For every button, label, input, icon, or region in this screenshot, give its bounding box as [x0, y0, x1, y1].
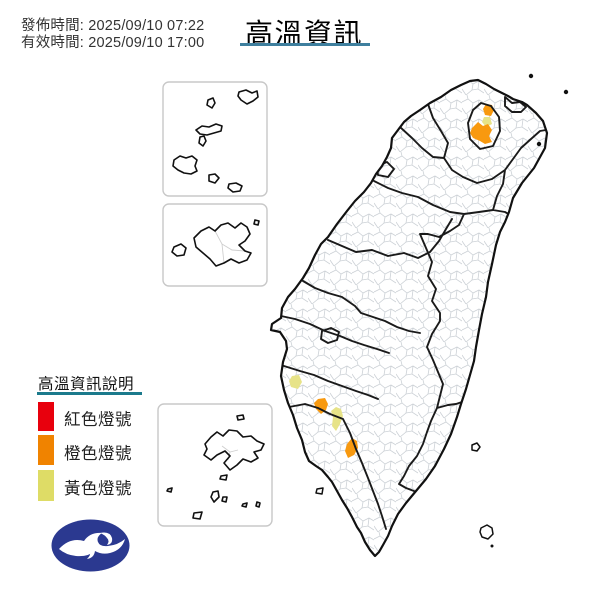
- alert-patch-yellow-southwest-mid: [331, 407, 343, 431]
- cwa-logo: [51, 519, 130, 572]
- valid-time-text: 有效時間: 2025/09/10 17:00: [21, 35, 205, 51]
- township-grid: [271, 80, 547, 556]
- islet-pengjia: [528, 73, 534, 79]
- inset-box-penghu: [157, 403, 273, 527]
- legend-label-red: 紅色燈號: [64, 411, 132, 429]
- islet-northeast: [563, 89, 569, 95]
- legend-title: 高溫資訊說明: [38, 376, 135, 393]
- title-underline: [240, 43, 370, 46]
- legend-underline: [37, 392, 142, 395]
- islet-guishan: [536, 141, 542, 147]
- islet-green-island: [471, 442, 481, 452]
- alert-patch-orange-southwest-mid: [314, 398, 328, 414]
- legend-label-orange: 橙色燈號: [64, 445, 132, 463]
- legend-swatch-orange: [38, 435, 54, 465]
- alert-patch-orange-taipei-main: [470, 122, 492, 144]
- offshore-islets: [315, 73, 569, 548]
- legend-label-yellow: 黃色燈號: [64, 480, 132, 498]
- taiwan-coastline: [269, 78, 549, 558]
- alert-patch-yellow-southwest-upper: [289, 375, 302, 389]
- islet-xiaoliuqiu: [315, 487, 324, 495]
- page-title: 高溫資訊: [245, 18, 364, 49]
- county-boundaries: [280, 96, 547, 530]
- inset-box-kinmen: [162, 203, 268, 287]
- alert-patches: [289, 104, 494, 458]
- inset-box-matsu: [162, 81, 268, 197]
- islet-orchid-dot: [490, 544, 494, 548]
- issue-time-text: 發佈時間: 2025/09/10 07:22: [21, 18, 205, 34]
- alert-patch-yellow-taipei: [482, 117, 492, 127]
- islet-orchid-island: [479, 524, 494, 540]
- taiwan-main-island: [269, 78, 549, 558]
- cwa-logo-wave: [59, 532, 125, 559]
- legend-swatch-red: [38, 402, 54, 431]
- legend-swatch-yellow: [38, 470, 54, 501]
